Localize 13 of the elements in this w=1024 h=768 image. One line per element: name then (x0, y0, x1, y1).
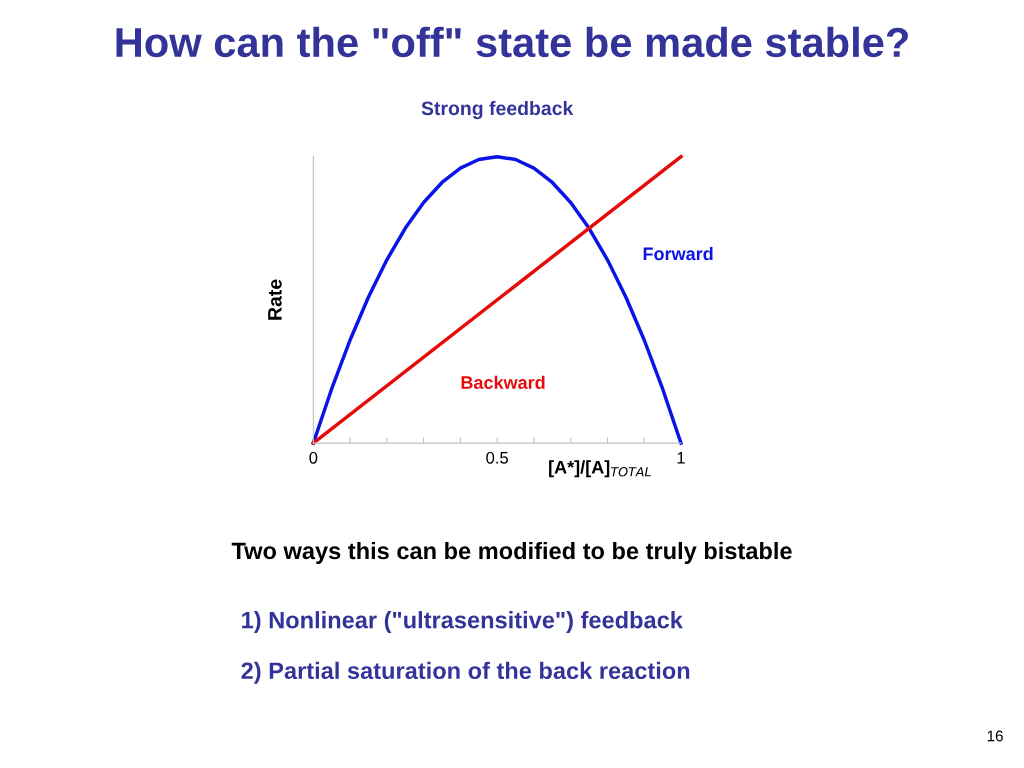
text: Backward (461, 375, 545, 389)
text: Two ways this can be modified to be truly bistable (231, 541, 792, 564)
x-tick-label: 0.5 (486, 451, 509, 464)
x-tick-label: 1 (677, 452, 685, 464)
text: 16 (987, 730, 1003, 742)
text: 1) Nonlinear ("ultrasensitive") feedback (242, 611, 683, 634)
text: 2) Partial saturation of the back reaction (241, 661, 690, 684)
series-label: Forward (643, 246, 713, 261)
x-tick-label: 0 (309, 451, 318, 464)
x-axis-title: [A*]/[A]$_{TOTAL}$ (549, 460, 651, 478)
chart-subtitle: Strong feedback (421, 100, 574, 120)
chart-title: How can the "off" state be made stable? (116, 26, 908, 58)
y-axis-title: Rate (268, 279, 282, 320)
